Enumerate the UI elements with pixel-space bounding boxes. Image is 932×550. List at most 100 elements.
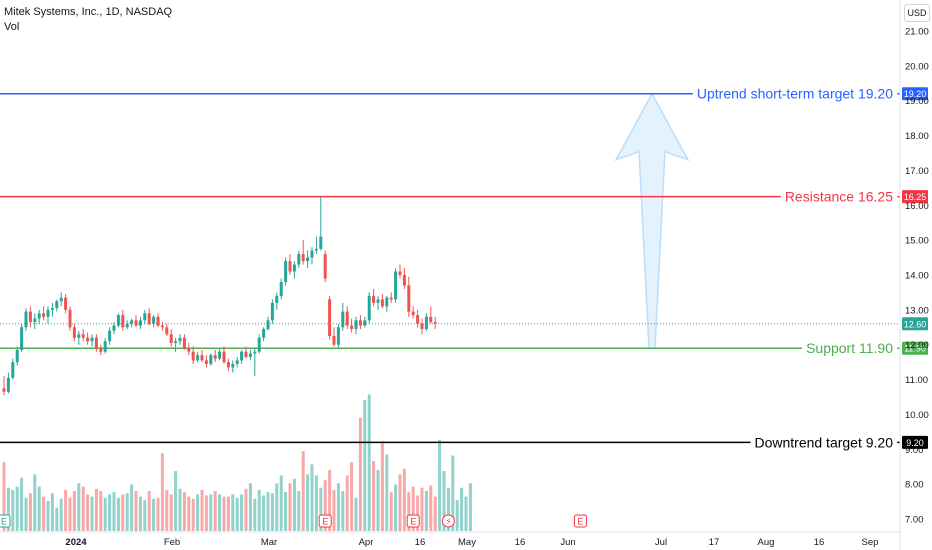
volume-bar (125, 493, 129, 531)
event-markers[interactable]: E E E ⚡ E (0, 514, 587, 528)
candle-body (407, 285, 411, 312)
candle-body (354, 320, 358, 330)
candle-body (147, 313, 151, 324)
candle (169, 329, 173, 347)
candle (306, 250, 310, 269)
price-axis[interactable]: 21.00 20.00 19.00 18.00 17.00 16.00 15.00 14.00… (905, 27, 929, 526)
time-axis[interactable]: 2024 Feb Mar Apr 16 May 16 Jun Jul 17 Aug 16 Sep (65, 537, 878, 548)
candle (310, 247, 314, 265)
candle-body (2, 388, 6, 392)
level-label-bg (692, 85, 898, 102)
candle (398, 264, 402, 279)
candle (15, 346, 19, 366)
earnings-marker-bg[interactable] (0, 514, 11, 528)
volume-bar (372, 461, 376, 531)
horizontal-levels[interactable]: Uptrend short-term target 19.20 19.20 Resi… (0, 85, 928, 451)
price-tick-label: 21.00 (905, 27, 929, 38)
candle (6, 372, 10, 394)
volume-bar (438, 439, 442, 531)
price-tick-label: 7.00 (905, 515, 924, 526)
event-marker-earnings[interactable]: E (0, 514, 11, 528)
volume-bar (240, 494, 244, 531)
candle-body (420, 323, 424, 330)
volume-bar (200, 489, 204, 531)
event-marker-label: E (410, 517, 416, 527)
candle-body (389, 297, 393, 300)
candle-body (72, 327, 76, 338)
candle (376, 295, 380, 310)
level-19.20[interactable]: Uptrend short-term target 19.20 19.20 (0, 85, 928, 102)
price-tick-label: 13.00 (905, 305, 929, 316)
volume-bar (15, 486, 19, 531)
price-tick-label: 12.00 (905, 340, 929, 351)
candle (143, 309, 147, 324)
volume-bar (292, 478, 296, 531)
currency-button[interactable]: USD (904, 4, 930, 22)
candle-body (257, 337, 261, 352)
time-tick-label: Sep (862, 537, 879, 548)
volume-bar (235, 497, 239, 531)
candle (134, 315, 138, 328)
candle-body (297, 254, 301, 265)
symbol-title[interactable]: Mitek Systems, Inc., 1D, NASDAQ (4, 6, 173, 18)
volume-bar (112, 492, 116, 531)
level-price-tag (902, 87, 928, 101)
volume-bar (376, 469, 380, 531)
event-marker-event[interactable]: ⚡ (441, 514, 455, 528)
candle (367, 292, 371, 324)
volume-bar (288, 483, 292, 531)
volume-bar (28, 493, 32, 531)
candle (279, 278, 283, 300)
candle (240, 349, 244, 364)
volume-bar (6, 487, 10, 531)
candle (328, 295, 332, 340)
volume-bar (248, 483, 252, 531)
candle-body (59, 297, 63, 302)
level-11.90[interactable]: Support 11.90 11.90 (0, 340, 928, 357)
candle-body (279, 281, 283, 296)
earnings-marker-bg[interactable] (406, 514, 420, 528)
candle-body (288, 261, 292, 272)
candle (341, 302, 345, 331)
candle (416, 309, 420, 328)
level-label-bg (802, 340, 898, 357)
candle (55, 299, 59, 312)
current-price-tag[interactable] (902, 317, 928, 331)
level-price-tag-text: 16.25 (904, 192, 927, 202)
volume-bar (165, 489, 169, 531)
volume-bar (257, 489, 261, 531)
volume-legend[interactable]: Vol (4, 21, 20, 33)
event-marker-earnings-upcoming[interactable]: E (573, 514, 587, 528)
candle (156, 313, 160, 328)
candle (125, 320, 129, 330)
level-price-tag-text: 9.20 (906, 438, 924, 448)
candle-body (235, 360, 239, 364)
candle-body (380, 299, 384, 307)
chart-legend: Mitek Systems, Inc., 1D, NASDAQ Vol (4, 5, 172, 35)
candle-body (341, 311, 345, 328)
volume-bar (231, 494, 235, 531)
candle-body (248, 353, 252, 357)
event-marker-earnings[interactable]: E (406, 514, 420, 528)
earnings-marker-bg[interactable] (318, 514, 332, 528)
candle (103, 337, 107, 354)
volume-bar (336, 483, 340, 531)
candle-body (270, 302, 274, 321)
level-9.20[interactable]: Downtrend target 9.20 9.20 (0, 434, 928, 451)
candle-body (402, 275, 406, 286)
candle (209, 353, 213, 366)
time-tick-label: Aug (758, 537, 775, 548)
candle-body (244, 351, 248, 357)
level-label-bg (750, 434, 898, 451)
candle-body (358, 320, 362, 326)
event-marker-bg[interactable] (441, 514, 455, 528)
level-16.25[interactable]: Resistance 16.25 16.25 (0, 188, 928, 205)
candle-body (160, 325, 164, 328)
candle-body (328, 299, 332, 336)
event-marker-earnings[interactable]: E (318, 514, 332, 528)
volume-bar (266, 492, 270, 531)
earnings-marker-bg[interactable] (573, 514, 587, 528)
candle-body (411, 311, 415, 316)
volume-bar (103, 497, 107, 531)
